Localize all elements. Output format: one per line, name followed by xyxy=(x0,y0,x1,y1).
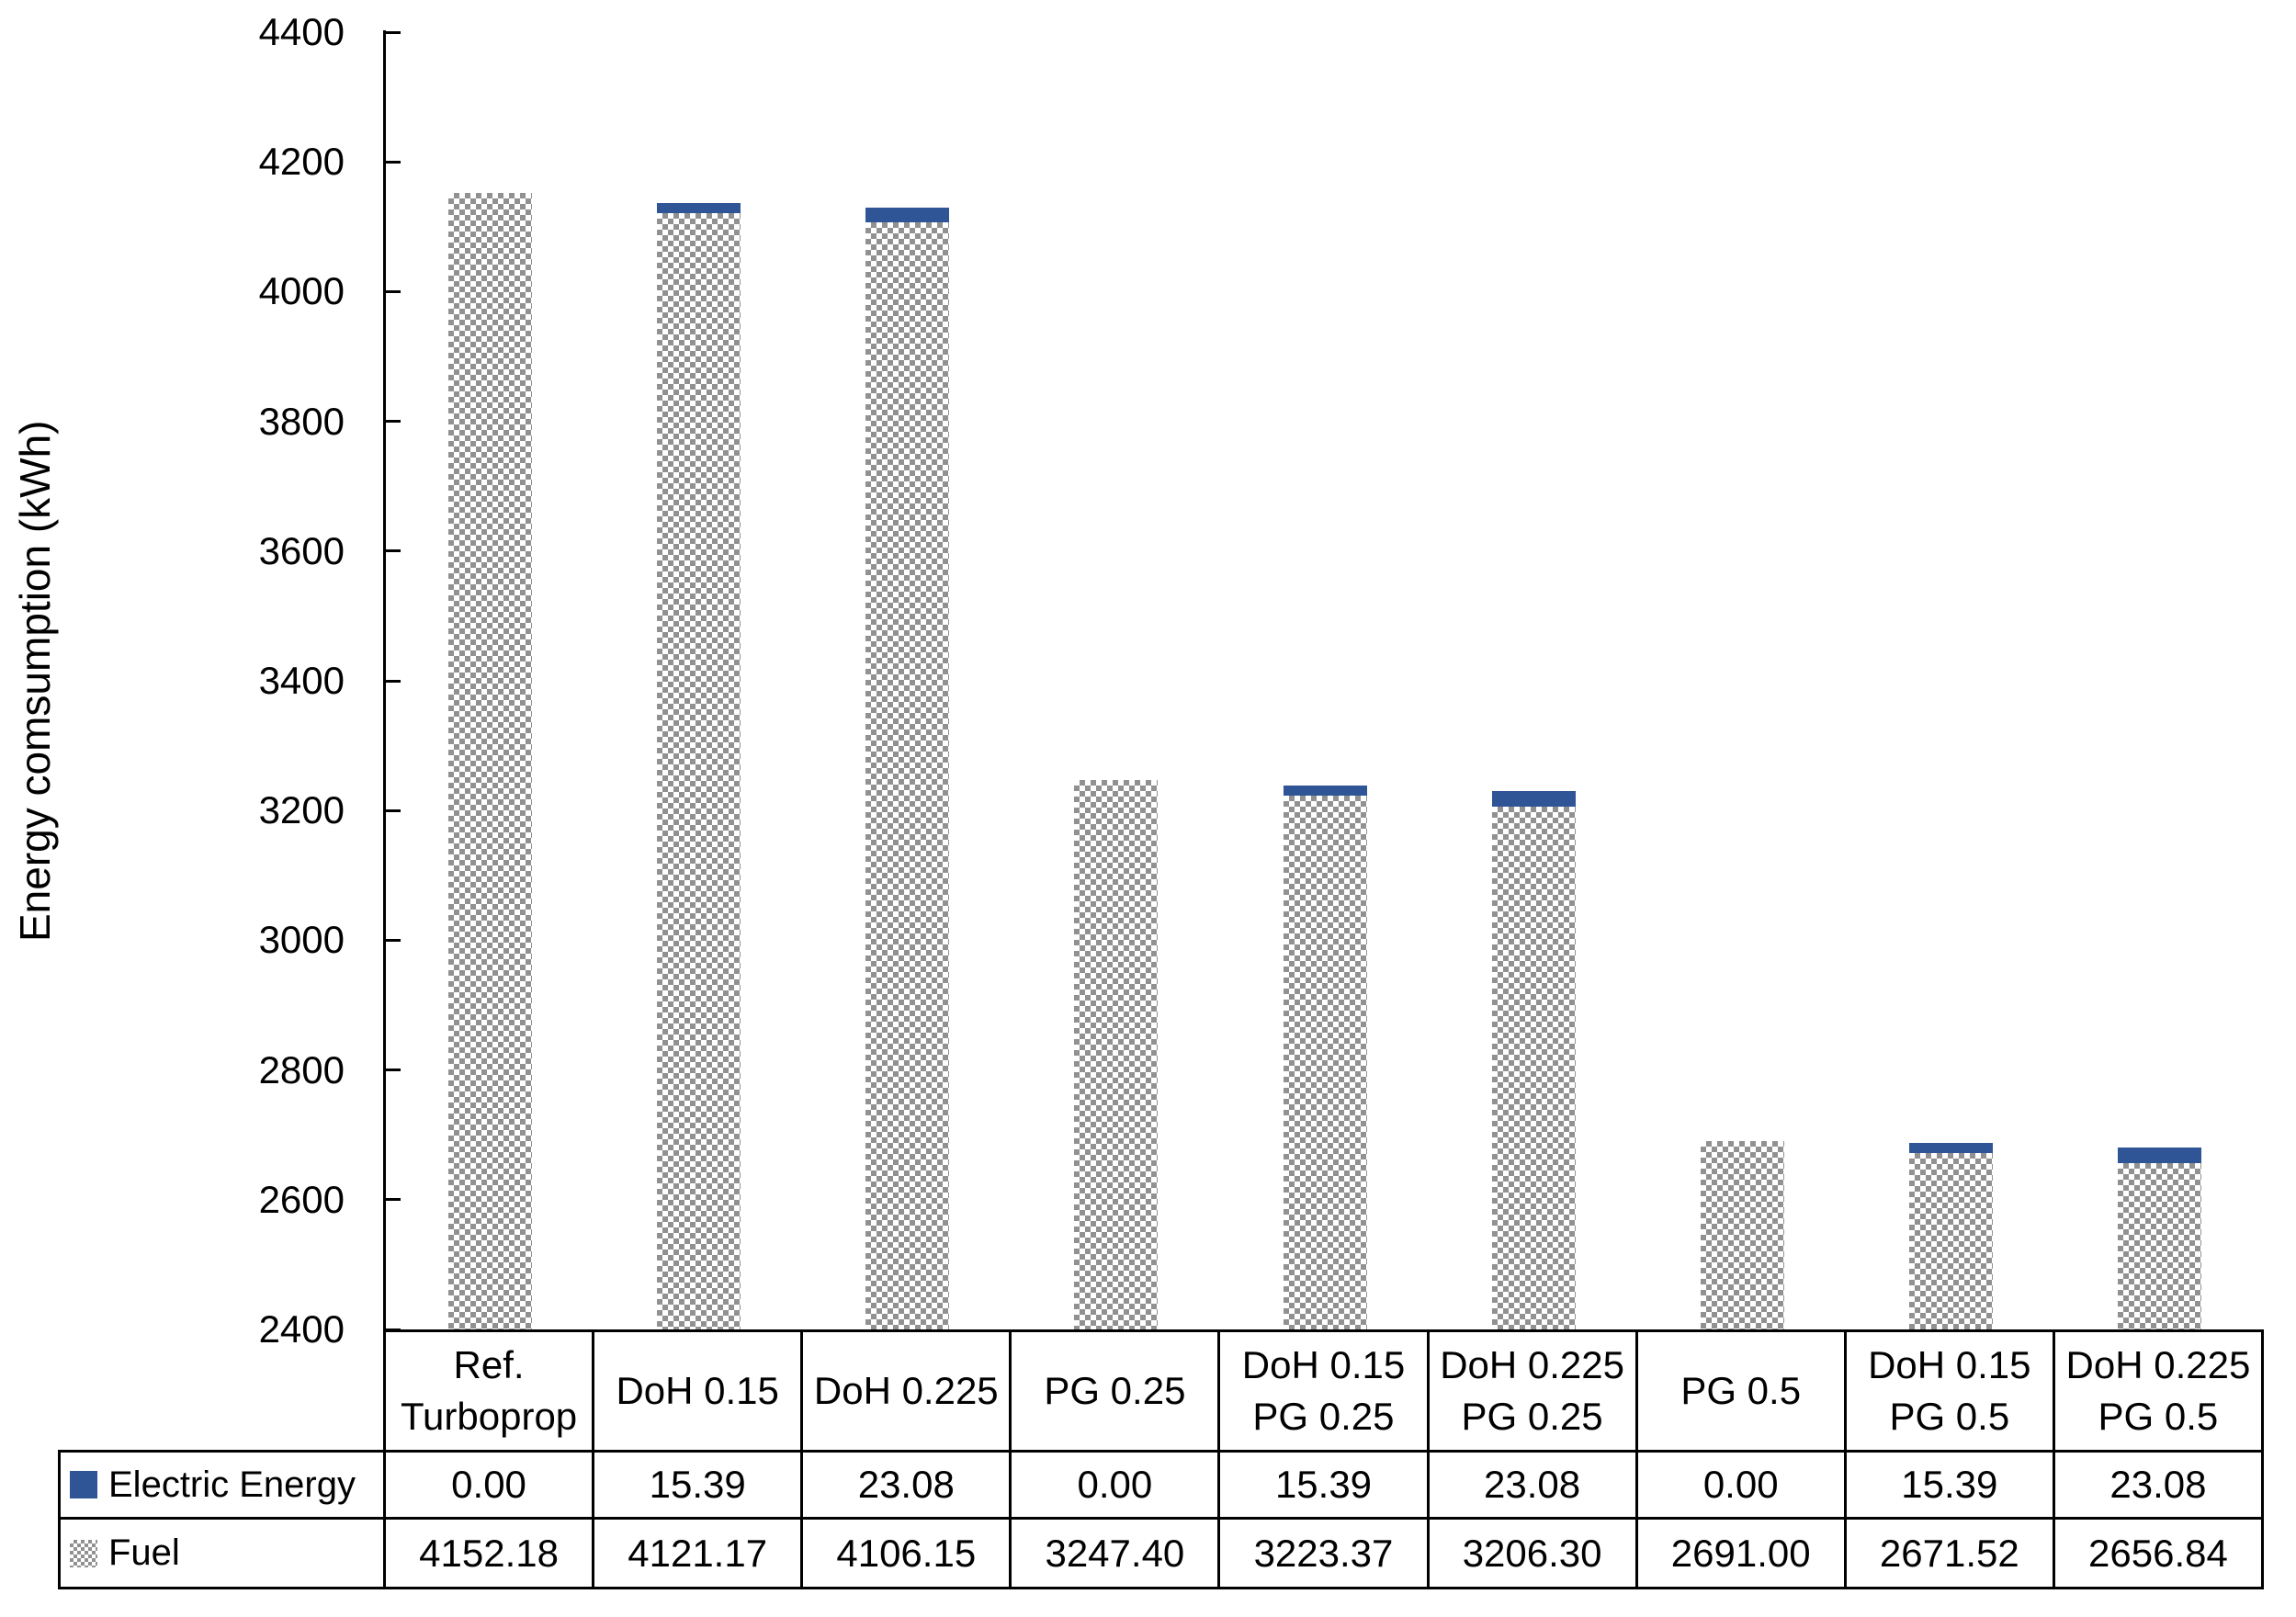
category-header-cell: DoH 0.15 PG 0.5 xyxy=(1846,1329,2055,1450)
value-cell: 23.08 xyxy=(803,1450,1012,1520)
value-cell: 15.39 xyxy=(1846,1450,2055,1520)
value-cell: 4121.17 xyxy=(594,1520,804,1589)
category-header-cell: DoH 0.225 PG 0.5 xyxy=(2054,1329,2264,1450)
y-tick-mark xyxy=(386,938,401,942)
value-cell: 0.00 xyxy=(386,1450,595,1520)
bar-segment-electric-energy xyxy=(865,208,950,223)
category-header-cell: Ref. Turboprop xyxy=(386,1329,595,1450)
value-cell: 3223.37 xyxy=(1220,1520,1430,1589)
value-cell: 0.00 xyxy=(1012,1450,1221,1520)
value-cell: 23.08 xyxy=(2054,1450,2264,1520)
bar-segment-fuel xyxy=(448,192,533,1329)
value-cell: 2671.52 xyxy=(1846,1520,2055,1589)
bar-segment-electric-energy xyxy=(1283,785,1367,796)
y-tick-mark xyxy=(386,679,401,683)
category-header-cell: DoH 0.225 PG 0.25 xyxy=(1429,1329,1638,1450)
category-header-cell: DoH 0.225 xyxy=(803,1329,1012,1450)
y-tick-label: 4000 xyxy=(258,269,345,313)
y-tick-mark xyxy=(386,420,401,424)
y-tick-mark xyxy=(386,1069,401,1072)
y-tick-label: 2400 xyxy=(258,1307,345,1351)
y-tick-label: 3200 xyxy=(258,788,345,832)
value-cell: 4106.15 xyxy=(803,1520,1012,1589)
bar-segment-fuel xyxy=(1283,795,1367,1329)
value-cell: 3247.40 xyxy=(1012,1520,1221,1589)
legend-label: Electric Energy xyxy=(108,1464,356,1505)
data-table: Ref. Turboprop DoH 0.15 DoH 0.225 PG 0.25 Do… xyxy=(58,1329,2264,1589)
bar-segment-electric-energy xyxy=(2117,1148,2201,1163)
value-cell: 2656.84 xyxy=(2054,1520,2264,1589)
legend-cell-fuel: Fuel xyxy=(58,1520,386,1589)
y-tick-label: 3600 xyxy=(258,528,345,572)
category-header-cell: PG 0.25 xyxy=(1012,1329,1221,1450)
table-corner-spacer xyxy=(58,1329,386,1450)
category-header-cell: DoH 0.15 PG 0.25 xyxy=(1220,1329,1430,1450)
category-header-cell: DoH 0.15 xyxy=(594,1329,804,1450)
value-cell: 15.39 xyxy=(594,1450,804,1520)
y-tick-label: 3000 xyxy=(258,918,345,962)
value-cell: 15.39 xyxy=(1220,1450,1430,1520)
bar-segment-electric-energy xyxy=(657,202,741,213)
y-tick-mark xyxy=(386,808,401,812)
legend-label: Fuel xyxy=(108,1532,180,1573)
fuel-legend-key-icon xyxy=(70,1539,97,1567)
value-cell: 3206.30 xyxy=(1429,1520,1638,1589)
bar-segment-electric-energy xyxy=(1908,1143,1993,1154)
legend-cell-electric-energy: Electric Energy xyxy=(58,1450,386,1520)
category-header-cell: PG 0.5 xyxy=(1637,1329,1847,1450)
bar-segment-fuel xyxy=(2117,1162,2201,1329)
electric-energy-legend-key-icon xyxy=(70,1471,97,1498)
bar-segment-electric-energy xyxy=(1491,791,1576,807)
value-cell: 23.08 xyxy=(1429,1450,1638,1520)
y-axis-line xyxy=(383,30,386,1453)
bar-segment-fuel xyxy=(1908,1153,1993,1329)
value-cell: 0.00 xyxy=(1637,1450,1847,1520)
y-tick-mark xyxy=(386,30,401,34)
bar-segment-fuel xyxy=(1491,806,1576,1329)
bar-segment-fuel xyxy=(657,212,741,1329)
y-tick-label: 2800 xyxy=(258,1047,345,1091)
bar-segment-fuel xyxy=(1074,779,1159,1329)
y-tick-label: 4200 xyxy=(258,140,345,184)
value-cell: 4152.18 xyxy=(386,1520,595,1589)
y-tick-label: 3400 xyxy=(258,659,345,702)
y-tick-mark xyxy=(386,160,401,164)
value-cell: 2691.00 xyxy=(1637,1520,1847,1589)
y-tick-mark xyxy=(386,289,401,293)
y-tick-label: 3800 xyxy=(258,399,345,443)
bar-segment-fuel xyxy=(1700,1140,1784,1329)
y-tick-mark xyxy=(386,1198,401,1202)
y-tick-label: 2600 xyxy=(258,1177,345,1221)
y-tick-mark xyxy=(386,549,401,553)
bar-segment-fuel xyxy=(865,222,950,1329)
y-tick-label: 4400 xyxy=(258,10,345,53)
